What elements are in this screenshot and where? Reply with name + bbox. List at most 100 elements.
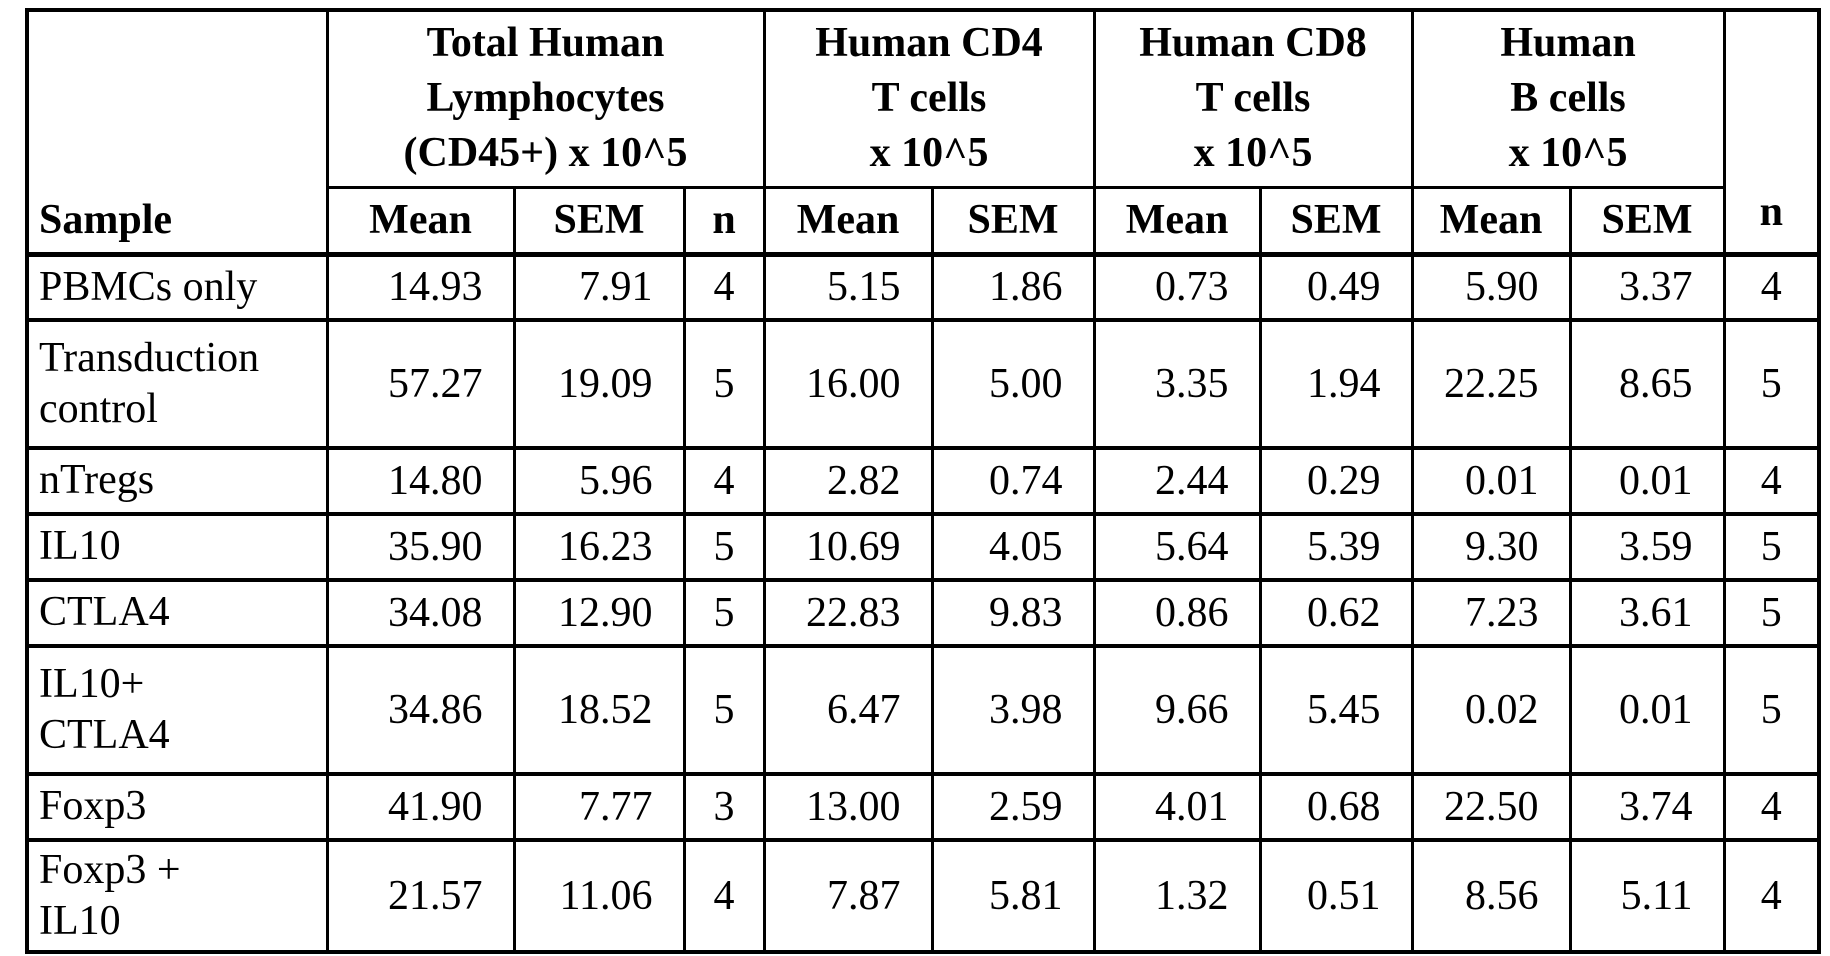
cell-n: 5 [1722, 318, 1821, 450]
col-header-cd4-mean: Mean [762, 185, 934, 256]
cell-cd8-mean: 0.73 [1092, 251, 1262, 322]
cell-cd8-mean: 0.86 [1092, 578, 1262, 648]
cell-n: 4 [1722, 772, 1821, 842]
cell-lymph-mean: 34.08 [325, 578, 516, 648]
table-row-foxp3: Foxp3 41.90 7.77 3 13.00 2.59 4.01 0.68 … [25, 772, 1821, 842]
table-row-foxp3-il10: Foxp3 + IL10 21.57 11.06 4 7.87 5.81 1.3… [25, 838, 1821, 954]
cell-lymph-sem: 16.23 [512, 512, 686, 582]
sample-name: nTregs [25, 446, 329, 516]
lymphocyte-counts-table: Sample Total Human Lymphocytes (CD45+) x… [25, 8, 1822, 954]
cell-lymph-mean: 35.90 [325, 512, 516, 582]
cell-b-sem: 0.01 [1568, 446, 1726, 516]
cell-b-mean: 7.23 [1410, 578, 1572, 648]
cell-cd4-mean: 5.15 [762, 251, 934, 322]
cell-cd4-mean: 13.00 [762, 772, 934, 842]
col-header-cd8-mean: Mean [1092, 185, 1262, 256]
sample-name: Transduction control [25, 318, 329, 450]
cell-cd8-sem: 5.39 [1258, 512, 1414, 582]
table-row-il10: IL10 35.90 16.23 5 10.69 4.05 5.64 5.39 … [25, 512, 1821, 582]
cell-lymph-n: 4 [682, 251, 766, 322]
cell-lymph-sem: 18.52 [512, 644, 686, 776]
sample-name: CTLA4 [25, 578, 329, 648]
cell-b-mean: 22.50 [1410, 772, 1572, 842]
cell-lymph-mean: 34.86 [325, 644, 516, 776]
group-header-cd8-t-cells: Human CD8 T cells x 10^5 [1092, 8, 1414, 189]
cell-lymph-sem: 5.96 [512, 446, 686, 516]
cell-b-mean: 0.01 [1410, 446, 1572, 516]
cell-b-mean: 9.30 [1410, 512, 1572, 582]
cell-b-sem: 3.74 [1568, 772, 1726, 842]
sample-name: IL10 [25, 512, 329, 582]
table-row-pbmcs-only: PBMCs only 14.93 7.91 4 5.15 1.86 0.73 0… [25, 251, 1821, 322]
cell-n: 5 [1722, 512, 1821, 582]
cell-b-sem: 8.65 [1568, 318, 1726, 450]
cell-cd4-mean: 2.82 [762, 446, 934, 516]
sample-name: PBMCs only [25, 251, 329, 322]
group-header-total-lymphocytes: Total Human Lymphocytes (CD45+) x 10^5 [325, 8, 766, 189]
cell-cd8-mean: 5.64 [1092, 512, 1262, 582]
n-column-header: n [1722, 8, 1821, 256]
table-row-transduction-control: Transduction control 57.27 19.09 5 16.00… [25, 318, 1821, 450]
cell-lymph-sem: 19.09 [512, 318, 686, 450]
table-row-ctla4: CTLA4 34.08 12.90 5 22.83 9.83 0.86 0.62… [25, 578, 1821, 648]
cell-cd4-sem: 1.86 [930, 251, 1096, 322]
sample-name: IL10+ CTLA4 [25, 644, 329, 776]
cell-lymph-sem: 12.90 [512, 578, 686, 648]
cell-b-sem: 3.59 [1568, 512, 1726, 582]
cell-lymph-sem: 11.06 [512, 838, 686, 954]
sub-header-row: Mean SEM n Mean SEM Mean SEM Mean SEM [27, 185, 1819, 256]
cell-lymph-mean: 57.27 [325, 318, 516, 450]
cell-lymph-n: 3 [682, 772, 766, 842]
cell-cd8-sem: 0.29 [1258, 446, 1414, 516]
cell-lymph-n: 5 [682, 644, 766, 776]
cell-cd8-sem: 0.51 [1258, 838, 1414, 954]
table-row-il10-ctla4: IL10+ CTLA4 34.86 18.52 5 6.47 3.98 9.66… [25, 644, 1821, 776]
cell-b-sem: 3.61 [1568, 578, 1726, 648]
col-header-lymph-n: n [682, 185, 766, 256]
cell-cd8-sem: 0.49 [1258, 251, 1414, 322]
cell-cd4-sem: 4.05 [930, 512, 1096, 582]
cell-cd8-sem: 1.94 [1258, 318, 1414, 450]
cell-b-sem: 3.37 [1568, 251, 1726, 322]
group-header-cd4-t-cells: Human CD4 T cells x 10^5 [762, 8, 1096, 189]
cell-lymph-mean: 14.80 [325, 446, 516, 516]
cell-n: 5 [1722, 644, 1821, 776]
cell-lymph-n: 4 [682, 838, 766, 954]
group-header-row: Sample Total Human Lymphocytes (CD45+) x… [25, 8, 1821, 256]
cell-cd4-sem: 9.83 [930, 578, 1096, 648]
cell-cd4-mean: 6.47 [762, 644, 934, 776]
cell-lymph-mean: 21.57 [325, 838, 516, 954]
cell-b-sem: 0.01 [1568, 644, 1726, 776]
cell-b-mean: 8.56 [1410, 838, 1572, 954]
cell-lymph-n: 5 [682, 318, 766, 450]
cell-cd4-mean: 7.87 [762, 838, 934, 954]
cell-b-sem: 5.11 [1568, 838, 1726, 954]
group-header-b-cells: Human B cells x 10^5 [1410, 8, 1726, 189]
cell-cd4-sem: 5.81 [930, 838, 1096, 954]
cell-cd8-mean: 3.35 [1092, 318, 1262, 450]
cell-cd8-mean: 4.01 [1092, 772, 1262, 842]
cell-cd8-sem: 0.62 [1258, 578, 1414, 648]
cell-lymph-mean: 14.93 [325, 251, 516, 322]
cell-n: 4 [1722, 838, 1821, 954]
cell-lymph-n: 5 [682, 578, 766, 648]
cell-b-mean: 22.25 [1410, 318, 1572, 450]
col-header-lymph-mean: Mean [325, 185, 516, 256]
cell-cd4-sem: 0.74 [930, 446, 1096, 516]
cell-cd4-sem: 5.00 [930, 318, 1096, 450]
sample-name: Foxp3 [25, 772, 329, 842]
cell-cd4-sem: 2.59 [930, 772, 1096, 842]
cell-lymph-mean: 41.90 [325, 772, 516, 842]
col-header-cd8-sem: SEM [1258, 185, 1414, 256]
col-header-b-sem: SEM [1568, 185, 1726, 256]
cell-cd8-sem: 0.68 [1258, 772, 1414, 842]
cell-cd8-mean: 1.32 [1092, 838, 1262, 954]
cell-b-mean: 0.02 [1410, 644, 1572, 776]
cell-cd4-mean: 10.69 [762, 512, 934, 582]
cell-lymph-n: 4 [682, 446, 766, 516]
cell-n: 4 [1722, 251, 1821, 322]
col-header-cd4-sem: SEM [930, 185, 1096, 256]
cell-n: 5 [1722, 578, 1821, 648]
col-header-b-mean: Mean [1410, 185, 1572, 256]
